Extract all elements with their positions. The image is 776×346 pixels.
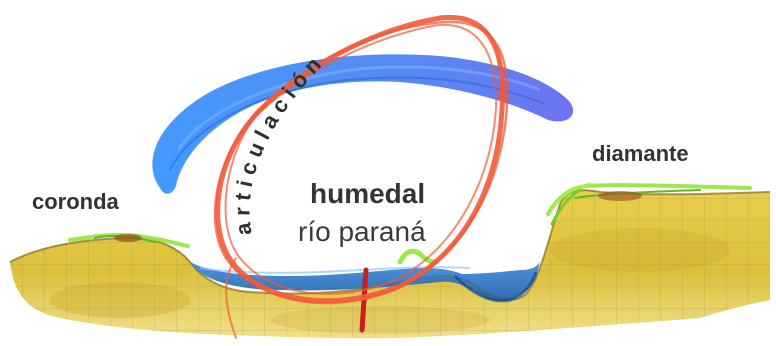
humedal-title: humedal <box>310 178 426 209</box>
diamante-label: diamante <box>592 141 689 166</box>
blue-arc <box>152 54 574 194</box>
articulation-loop <box>213 14 509 339</box>
coronda-label: coronda <box>32 189 119 214</box>
rio-parana-subtitle: río paraná <box>298 216 426 247</box>
bank-mounds <box>114 191 642 242</box>
